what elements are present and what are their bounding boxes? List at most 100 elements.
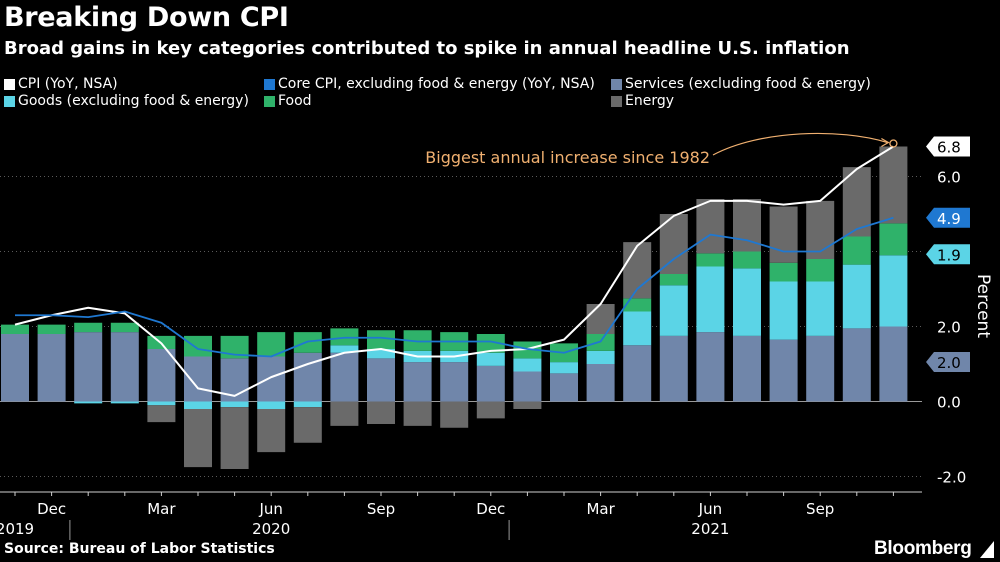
bar-segment	[293, 407, 322, 443]
chart-subtitle: Broad gains in key categories contribute…	[4, 38, 850, 59]
bar-segment	[37, 324, 66, 334]
bar-segment	[733, 268, 761, 336]
bar-segment	[659, 335, 688, 402]
bar-segment	[550, 373, 578, 402]
bar-segment	[842, 167, 871, 237]
bar-segment	[257, 409, 286, 453]
end-value-badge	[926, 352, 970, 372]
annotation-arrowhead	[881, 137, 890, 148]
bar-segment	[586, 364, 615, 402]
bar-segment	[623, 298, 652, 312]
bar-segment	[550, 362, 578, 374]
end-value-label: 6.8	[937, 139, 961, 157]
x-tick-label: Dec	[37, 500, 66, 518]
bar-segment	[476, 334, 505, 353]
legend-item-goods: Goods (excluding food & energy)	[4, 93, 249, 109]
bar-segment	[806, 200, 835, 259]
bar-segment	[623, 345, 652, 402]
y-tick-label: 6.0	[937, 169, 961, 187]
bar-segment	[842, 328, 871, 402]
bar-segment	[733, 251, 761, 269]
bar-segment	[769, 281, 798, 340]
bar-segment	[476, 401, 505, 419]
legend-item-core-cpi: Core CPI, excluding food & energy (YoY, …	[264, 76, 595, 92]
bar-segment	[74, 401, 103, 404]
bar-segment	[1, 324, 29, 334]
year-label: 2019	[0, 520, 34, 538]
bar-segment	[879, 223, 908, 256]
bar-segment	[293, 401, 322, 408]
brand-logo: Bloomberg	[874, 538, 972, 559]
source-note: Source: Bureau of Labor Statistics	[4, 541, 275, 557]
bar-segment	[184, 401, 212, 409]
x-tick-label: Jun	[258, 500, 282, 518]
bar-segment	[769, 262, 798, 282]
y-axis-label: Percent	[973, 274, 993, 338]
end-value-label: 1.9	[937, 246, 961, 264]
legend-label-core-cpi: Core CPI, excluding food & energy (YoY, …	[278, 76, 595, 92]
bar-segment	[110, 401, 139, 404]
bar-segment	[184, 335, 212, 357]
bar-segment	[403, 362, 432, 402]
bar-segment	[110, 322, 139, 333]
bar-segment	[220, 401, 249, 408]
bar-segment	[147, 401, 176, 406]
bar-segment	[769, 339, 798, 402]
annotation-text: Biggest annual increase since 1982	[425, 148, 710, 167]
bar-segment	[147, 349, 176, 402]
legend-label-goods: Goods (excluding food & energy)	[18, 93, 249, 109]
bar-segment	[696, 332, 725, 402]
bar-segment	[330, 401, 359, 426]
bar-segment	[367, 349, 395, 359]
bar-segment	[659, 274, 688, 286]
bar-segment	[330, 352, 359, 402]
bar-segment	[586, 350, 615, 364]
end-value-badge	[926, 136, 970, 157]
bar-segment	[184, 409, 212, 468]
bar-segment	[806, 281, 835, 336]
bar-segment	[879, 326, 908, 402]
legend-swatch-services	[611, 78, 622, 90]
bar-segment	[220, 407, 249, 469]
bar-segment	[696, 253, 725, 267]
legend-swatch-food	[264, 95, 275, 107]
chart-title: Breaking Down CPI	[4, 2, 289, 33]
bar-segment	[37, 334, 66, 402]
end-value-badge	[926, 244, 970, 265]
bar-segment	[659, 285, 688, 336]
end-value-badge	[926, 207, 970, 228]
bar-segment	[367, 330, 395, 349]
bar-segment	[623, 311, 652, 346]
brand-mark-icon	[980, 541, 994, 558]
y-tick-label: 0.0	[937, 394, 961, 412]
end-value-label: 4.9	[937, 210, 961, 228]
bar-segment	[879, 255, 908, 327]
x-tick-label: Jun	[698, 500, 722, 518]
legend-swatch-core-cpi	[264, 78, 275, 90]
bar-segment	[696, 199, 725, 254]
bar-segment	[257, 401, 286, 409]
legend-label-cpi: CPI (YoY, NSA)	[18, 76, 118, 92]
bar-segment	[367, 401, 395, 424]
legend-swatch-cpi	[4, 78, 15, 90]
x-tick-label: Sep	[367, 500, 395, 518]
legend-item-food: Food	[264, 93, 312, 109]
bar-segment	[806, 335, 835, 402]
core-cpi-line	[15, 216, 894, 358]
bar-segment	[696, 266, 725, 333]
bar-segment	[769, 206, 798, 263]
y-tick-label: -2.0	[937, 469, 966, 487]
bar-segment	[513, 358, 542, 372]
bar-segment	[733, 335, 761, 402]
bar-segment	[403, 401, 432, 426]
x-tick-label: Mar	[586, 500, 615, 518]
bar-segment	[257, 356, 286, 402]
legend-label-services: Services (excluding food & energy)	[625, 76, 871, 92]
bar-segment	[586, 304, 615, 334]
bar-segment	[806, 259, 835, 282]
legend-label-energy: Energy	[625, 93, 675, 109]
bar-segment	[879, 146, 908, 224]
legend-label-food: Food	[278, 93, 312, 109]
bar-segment	[74, 322, 103, 333]
